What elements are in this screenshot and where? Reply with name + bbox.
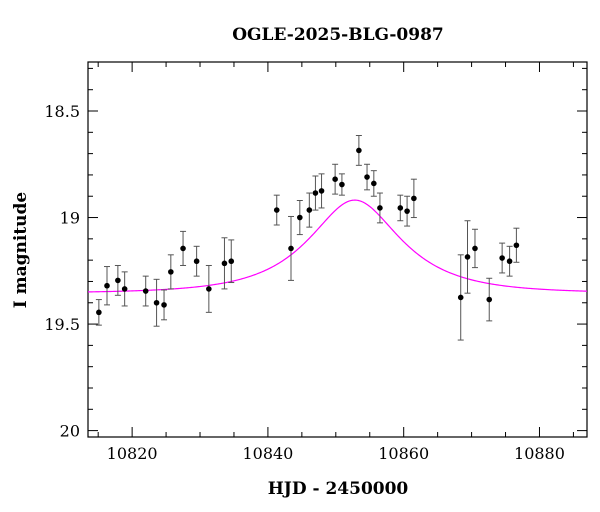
data-point bbox=[472, 245, 478, 252]
data-point bbox=[377, 205, 383, 211]
data-point bbox=[297, 214, 303, 221]
data-point bbox=[364, 174, 370, 180]
data-point bbox=[96, 309, 102, 316]
data-point bbox=[193, 258, 200, 265]
data-point bbox=[121, 286, 128, 292]
chart-title: OGLE-2025-BLG-0987 bbox=[232, 25, 444, 45]
data-point bbox=[513, 242, 520, 249]
data-point bbox=[206, 286, 212, 292]
y-tick-label: 19 bbox=[60, 209, 80, 228]
data-point bbox=[228, 258, 235, 265]
data-point bbox=[115, 277, 121, 284]
data-point bbox=[486, 296, 493, 303]
axis-ticks bbox=[88, 62, 587, 437]
data-point bbox=[153, 299, 160, 306]
data-point bbox=[339, 181, 345, 188]
x-tick-label: 10880 bbox=[514, 444, 565, 463]
axis-tick-labels: 10820 10840 10860 10880 18.5 19 19.5 20 bbox=[44, 102, 565, 463]
data-points-layer bbox=[95, 135, 520, 341]
data-point bbox=[161, 302, 167, 308]
data-point bbox=[168, 269, 174, 275]
y-axis-label: I magnitude bbox=[11, 192, 31, 309]
x-tick-label: 10840 bbox=[242, 444, 293, 463]
data-point bbox=[499, 255, 505, 261]
y-tick-label: 19.5 bbox=[44, 315, 80, 334]
data-point bbox=[332, 176, 338, 182]
data-point bbox=[356, 147, 362, 154]
data-point bbox=[397, 205, 404, 211]
data-point bbox=[404, 208, 410, 214]
x-tick-label: 10820 bbox=[107, 444, 158, 463]
data-point bbox=[457, 294, 464, 301]
y-tick-label: 20 bbox=[60, 422, 80, 441]
data-point bbox=[312, 190, 319, 196]
y-tick-label: 18.5 bbox=[44, 102, 80, 121]
data-point bbox=[288, 245, 294, 252]
data-point bbox=[104, 282, 110, 289]
data-point bbox=[180, 245, 186, 252]
data-point bbox=[142, 288, 149, 294]
x-tick-label: 10860 bbox=[378, 444, 429, 463]
data-point bbox=[273, 207, 280, 213]
data-point bbox=[306, 207, 313, 213]
data-point bbox=[411, 195, 417, 202]
plot-frame bbox=[87, 61, 588, 438]
data-point bbox=[464, 254, 471, 260]
data-point bbox=[221, 260, 228, 267]
x-axis-label: HJD - 2450000 bbox=[268, 479, 409, 499]
data-point bbox=[318, 188, 325, 194]
data-point bbox=[371, 180, 377, 187]
data-point bbox=[506, 258, 513, 265]
